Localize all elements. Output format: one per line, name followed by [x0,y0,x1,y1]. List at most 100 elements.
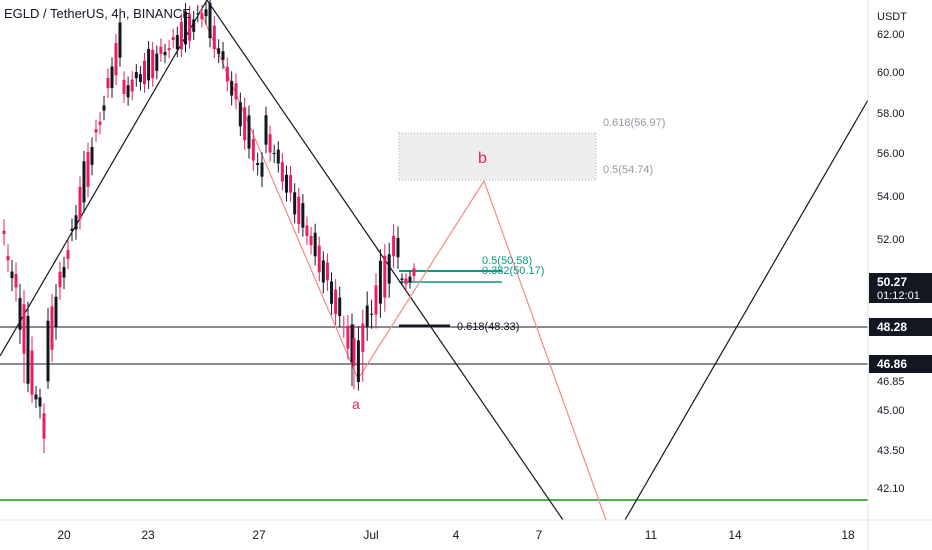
candle-body [74,215,78,230]
candle-body [387,254,391,284]
candle-body [356,340,360,383]
pattern-line-black-2 [624,99,869,521]
candle-body [82,161,86,203]
candle-body [106,77,110,89]
price-badge-countdown: 01:12:01 [877,290,920,302]
candle-body [134,72,138,79]
candle-body [42,413,46,439]
candle-body [110,66,114,89]
candle-body [184,11,187,45]
candle-body [309,235,313,246]
candle-body [114,43,118,76]
candle-body [6,255,10,261]
candle-body [408,276,412,283]
candle-body [94,129,98,133]
candle-body [284,174,288,193]
candle-body [208,2,212,39]
candle-body [147,48,151,81]
candle-body [276,149,280,164]
candle-body [30,350,34,395]
candle-body [159,46,163,54]
fib-label-low: 0.618(48.33) [457,321,519,333]
candle-body [264,115,268,145]
candle-body [280,162,284,182]
price-tick-label: 60.00 [877,67,905,79]
candle-body [86,152,90,187]
candle-body [188,14,192,41]
candle-body [325,262,329,281]
candle-body [234,83,238,100]
price-badge [869,355,932,373]
candle-body [305,225,309,236]
candle-body [383,255,387,298]
candle-body [260,162,264,177]
time-tick-label: 23 [141,528,155,542]
candle-body [404,278,408,284]
candle-body [378,260,382,304]
candle-body [350,324,354,363]
candle-body [301,203,305,228]
candle-body [62,267,66,278]
candle-body [225,66,229,82]
price-badge-label: 48.28 [877,320,907,334]
candle-body [313,232,317,257]
wave-label-b: b [478,150,487,167]
candle-body [70,228,74,231]
candle-body [126,85,130,98]
fib-label-upper-2: 0.5(54.74) [603,164,653,176]
candle-body [247,115,251,149]
time-tick-label: 20 [57,528,71,542]
candle-body [243,107,247,141]
fib-label-mid-1: 0.5(50.58) [482,255,532,267]
price-tick-label: 43.50 [877,445,905,457]
candle-body [256,163,260,166]
price-tick-label: 42.10 [877,483,905,495]
candle-body [122,79,126,94]
candle-body [293,192,297,215]
candle-body [346,325,350,349]
candle-body [179,21,183,50]
candle-body [10,271,14,279]
wave-label-a: a [352,396,360,412]
candle-body [192,19,196,32]
price-tick-label: 46.85 [877,376,905,388]
price-tick-label: 54.00 [877,191,905,203]
pattern-line-black-1 [0,0,564,521]
candle-body [50,306,54,350]
candle-body [98,121,102,125]
candle-body [396,237,400,258]
candle-body [342,326,346,328]
candle-body [361,323,365,352]
candle-body [251,138,255,161]
time-tick-label: 14 [728,528,742,542]
candle-body [130,79,134,92]
candle-body [138,74,142,83]
candle-body [22,304,26,354]
candle-body [163,51,167,56]
symbol-title[interactable]: EGLD / TetherUS, 4h, BINANCE [4,6,191,21]
fib-zone-box [399,133,596,180]
candle-body [212,25,216,50]
candle-body [400,278,404,280]
candle-body [374,285,378,315]
candle-body [58,271,62,288]
candle-body [34,394,38,400]
time-tick-label: 7 [536,528,543,542]
candle-body [200,13,204,20]
candle-body [321,260,325,283]
candle-body [171,37,175,40]
candle-body [217,48,221,54]
time-tick-label: 11 [645,528,658,542]
candle-body [204,9,208,17]
candle-body [365,305,369,327]
candle-body [90,146,94,165]
candle-body [167,48,171,51]
candle-body [338,297,342,317]
price-tick-label: 52.00 [877,234,905,246]
candle-body [334,289,338,315]
candle-body [143,60,146,85]
candle-body [46,320,50,382]
wave-line-pink [199,9,607,521]
